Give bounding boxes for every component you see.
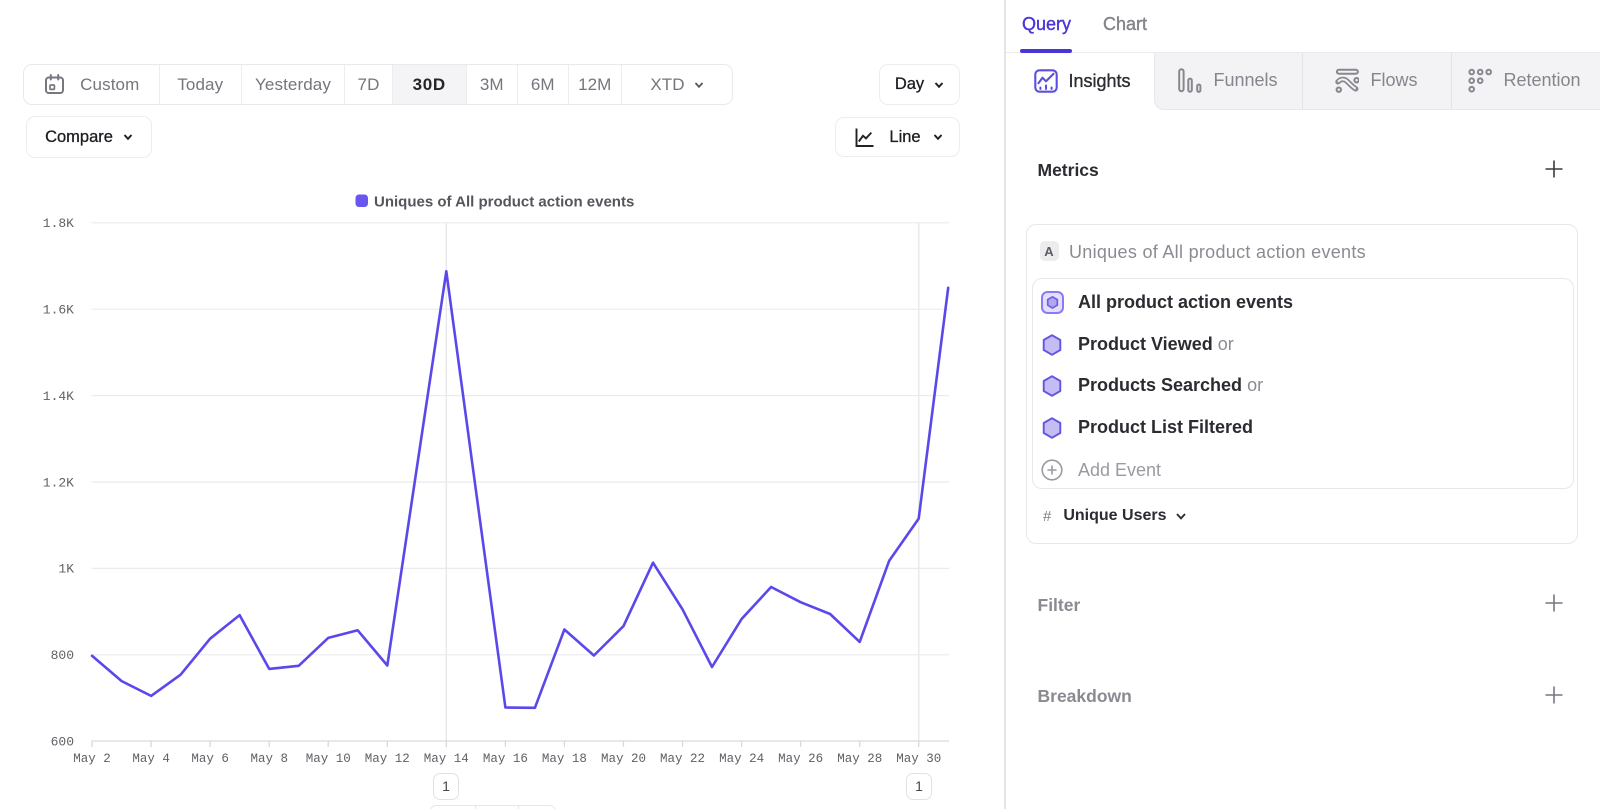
svg-text:May 24: May 24 [719, 752, 764, 766]
svg-text:May 26: May 26 [778, 752, 823, 766]
svg-text:800: 800 [51, 648, 74, 663]
svg-text:May 28: May 28 [837, 752, 882, 766]
svg-text:1.4K: 1.4K [43, 389, 74, 404]
svg-text:May 2: May 2 [73, 752, 111, 766]
svg-text:May 20: May 20 [601, 752, 646, 766]
svg-text:May 12: May 12 [365, 752, 410, 766]
svg-text:May 8: May 8 [250, 752, 288, 766]
svg-text:May 18: May 18 [542, 752, 587, 766]
svg-text:May 14: May 14 [424, 752, 469, 766]
svg-text:May 22: May 22 [660, 752, 705, 766]
svg-text:1.8K: 1.8K [43, 216, 74, 231]
svg-text:May 6: May 6 [191, 752, 229, 766]
svg-text:May 4: May 4 [132, 752, 170, 766]
svg-text:May 16: May 16 [483, 752, 528, 766]
svg-text:1K: 1K [58, 562, 74, 577]
svg-text:600: 600 [51, 734, 74, 749]
svg-text:Uniques of All product action: Uniques of All product action events [374, 194, 634, 211]
svg-text:1.6K: 1.6K [43, 303, 74, 318]
svg-text:May 30: May 30 [896, 752, 941, 766]
svg-text:1.2K: 1.2K [43, 475, 74, 490]
svg-text:May 10: May 10 [306, 752, 351, 766]
